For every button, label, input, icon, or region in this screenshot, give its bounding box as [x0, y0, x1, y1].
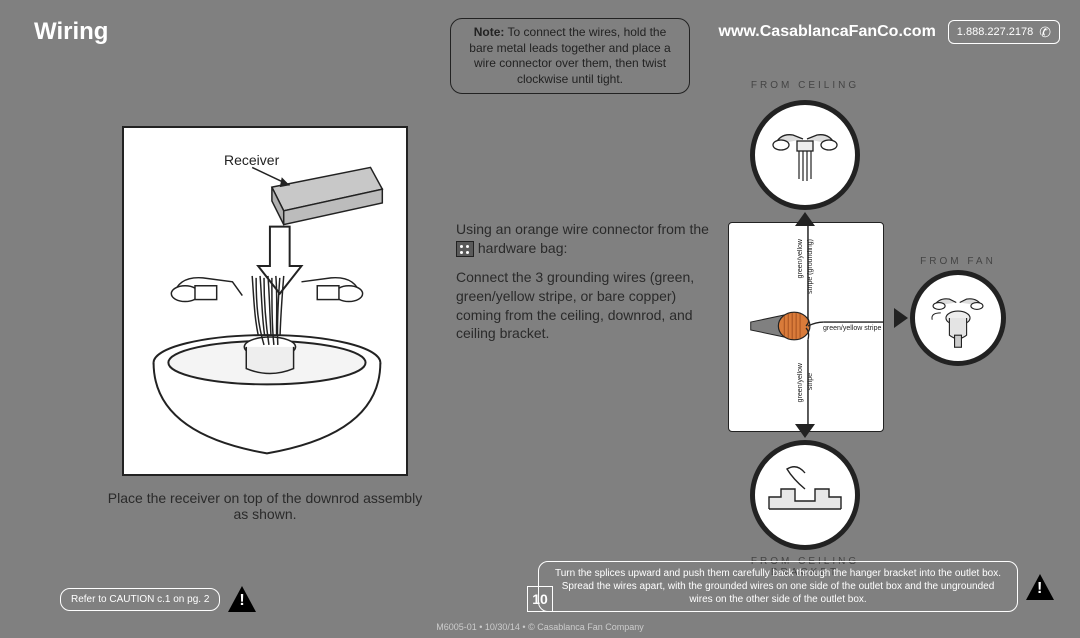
warning-triangle-icon	[228, 586, 256, 612]
wire-label-bottom-2: stripe	[807, 373, 814, 390]
footer-meta: M6005-01 • 10/30/14 • © Casablanca Fan C…	[0, 622, 1080, 632]
wiring-diagram: FROM CEILING FROM FAN FROM CEILING BRACK…	[720, 70, 1050, 570]
bracket-source-circle	[750, 440, 860, 550]
fan-source-circle	[910, 270, 1006, 366]
left-illustration-frame: Receiver	[122, 126, 408, 476]
wire-label-right: green/yellow stripe	[823, 325, 881, 332]
wire-label-top-2: stripe (grounding)	[807, 239, 814, 294]
instruction-text: Using an orange wire connector from the …	[456, 220, 716, 353]
warning-triangle-icon	[1026, 574, 1054, 600]
page-title: Wiring	[34, 18, 108, 46]
instruction-p2: Connect the 3 grounding wires (green, gr…	[456, 268, 716, 344]
instruction-p1a: Using an orange wire connector from the	[456, 221, 709, 237]
note-right-text: Turn the splices upward and push them ca…	[538, 561, 1018, 612]
hardware-bag-icon	[456, 241, 474, 257]
arc-label-ceiling: FROM CEILING	[750, 80, 860, 91]
instruction-p1: Using an orange wire connector from the …	[456, 220, 716, 258]
ceiling-source-circle	[750, 100, 860, 210]
wire-junction-box: green/yellow stripe (grounding) green/ye…	[728, 222, 884, 432]
left-caption: Place the receiver on top of the downrod…	[100, 490, 430, 522]
instruction-p1b: hardware bag:	[478, 240, 568, 256]
note-bold: Note:	[474, 25, 505, 39]
page-number: 10	[527, 586, 553, 612]
wire-label-top-1: green/yellow	[797, 239, 804, 278]
arc-label-fan: FROM FAN	[908, 256, 1008, 267]
downrod-assembly-illustration	[124, 128, 406, 473]
note-box: Note: To connect the wires, hold the bar…	[450, 18, 690, 94]
note-right: Turn the splices upward and push them ca…	[538, 561, 1054, 612]
wire-label-bottom-1: green/yellow	[797, 363, 804, 402]
caution-left: Refer to CAUTION c.1 on pg. 2	[60, 586, 256, 612]
phone-icon: ✆	[1039, 25, 1051, 39]
phone-box: 1.888.227.2178 ✆	[948, 20, 1060, 44]
brand-url: www.CasablancaFanCo.com	[719, 23, 936, 41]
caution-left-text: Refer to CAUTION c.1 on pg. 2	[60, 588, 220, 611]
phone-number: 1.888.227.2178	[957, 26, 1033, 38]
